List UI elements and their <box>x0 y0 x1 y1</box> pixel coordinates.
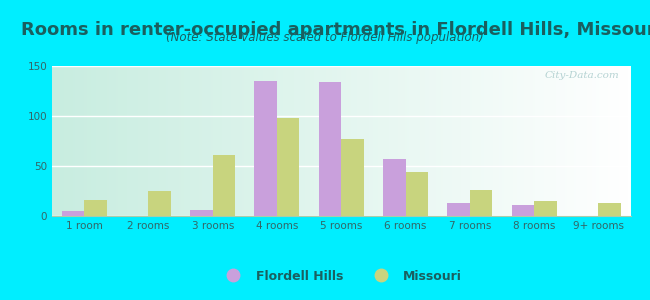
Bar <box>213 155 235 216</box>
Legend: Flordell Hills, Missouri: Flordell Hills, Missouri <box>216 265 467 288</box>
Bar <box>190 210 213 216</box>
Bar <box>447 203 470 216</box>
Bar <box>255 81 277 216</box>
Bar <box>512 205 534 216</box>
Bar <box>406 172 428 216</box>
Bar <box>318 82 341 216</box>
Bar <box>84 200 107 216</box>
Bar <box>383 159 406 216</box>
Bar <box>534 201 556 216</box>
Text: (Note: State values scaled to Flordell Hills population): (Note: State values scaled to Flordell H… <box>166 32 484 44</box>
Bar <box>62 211 84 216</box>
Bar <box>277 118 300 216</box>
Bar <box>599 203 621 216</box>
Text: City-Data.com: City-Data.com <box>544 70 619 80</box>
Bar <box>341 139 364 216</box>
Bar <box>148 191 171 216</box>
Title: Rooms in renter-occupied apartments in Flordell Hills, Missouri: Rooms in renter-occupied apartments in F… <box>21 21 650 39</box>
Bar <box>470 190 492 216</box>
